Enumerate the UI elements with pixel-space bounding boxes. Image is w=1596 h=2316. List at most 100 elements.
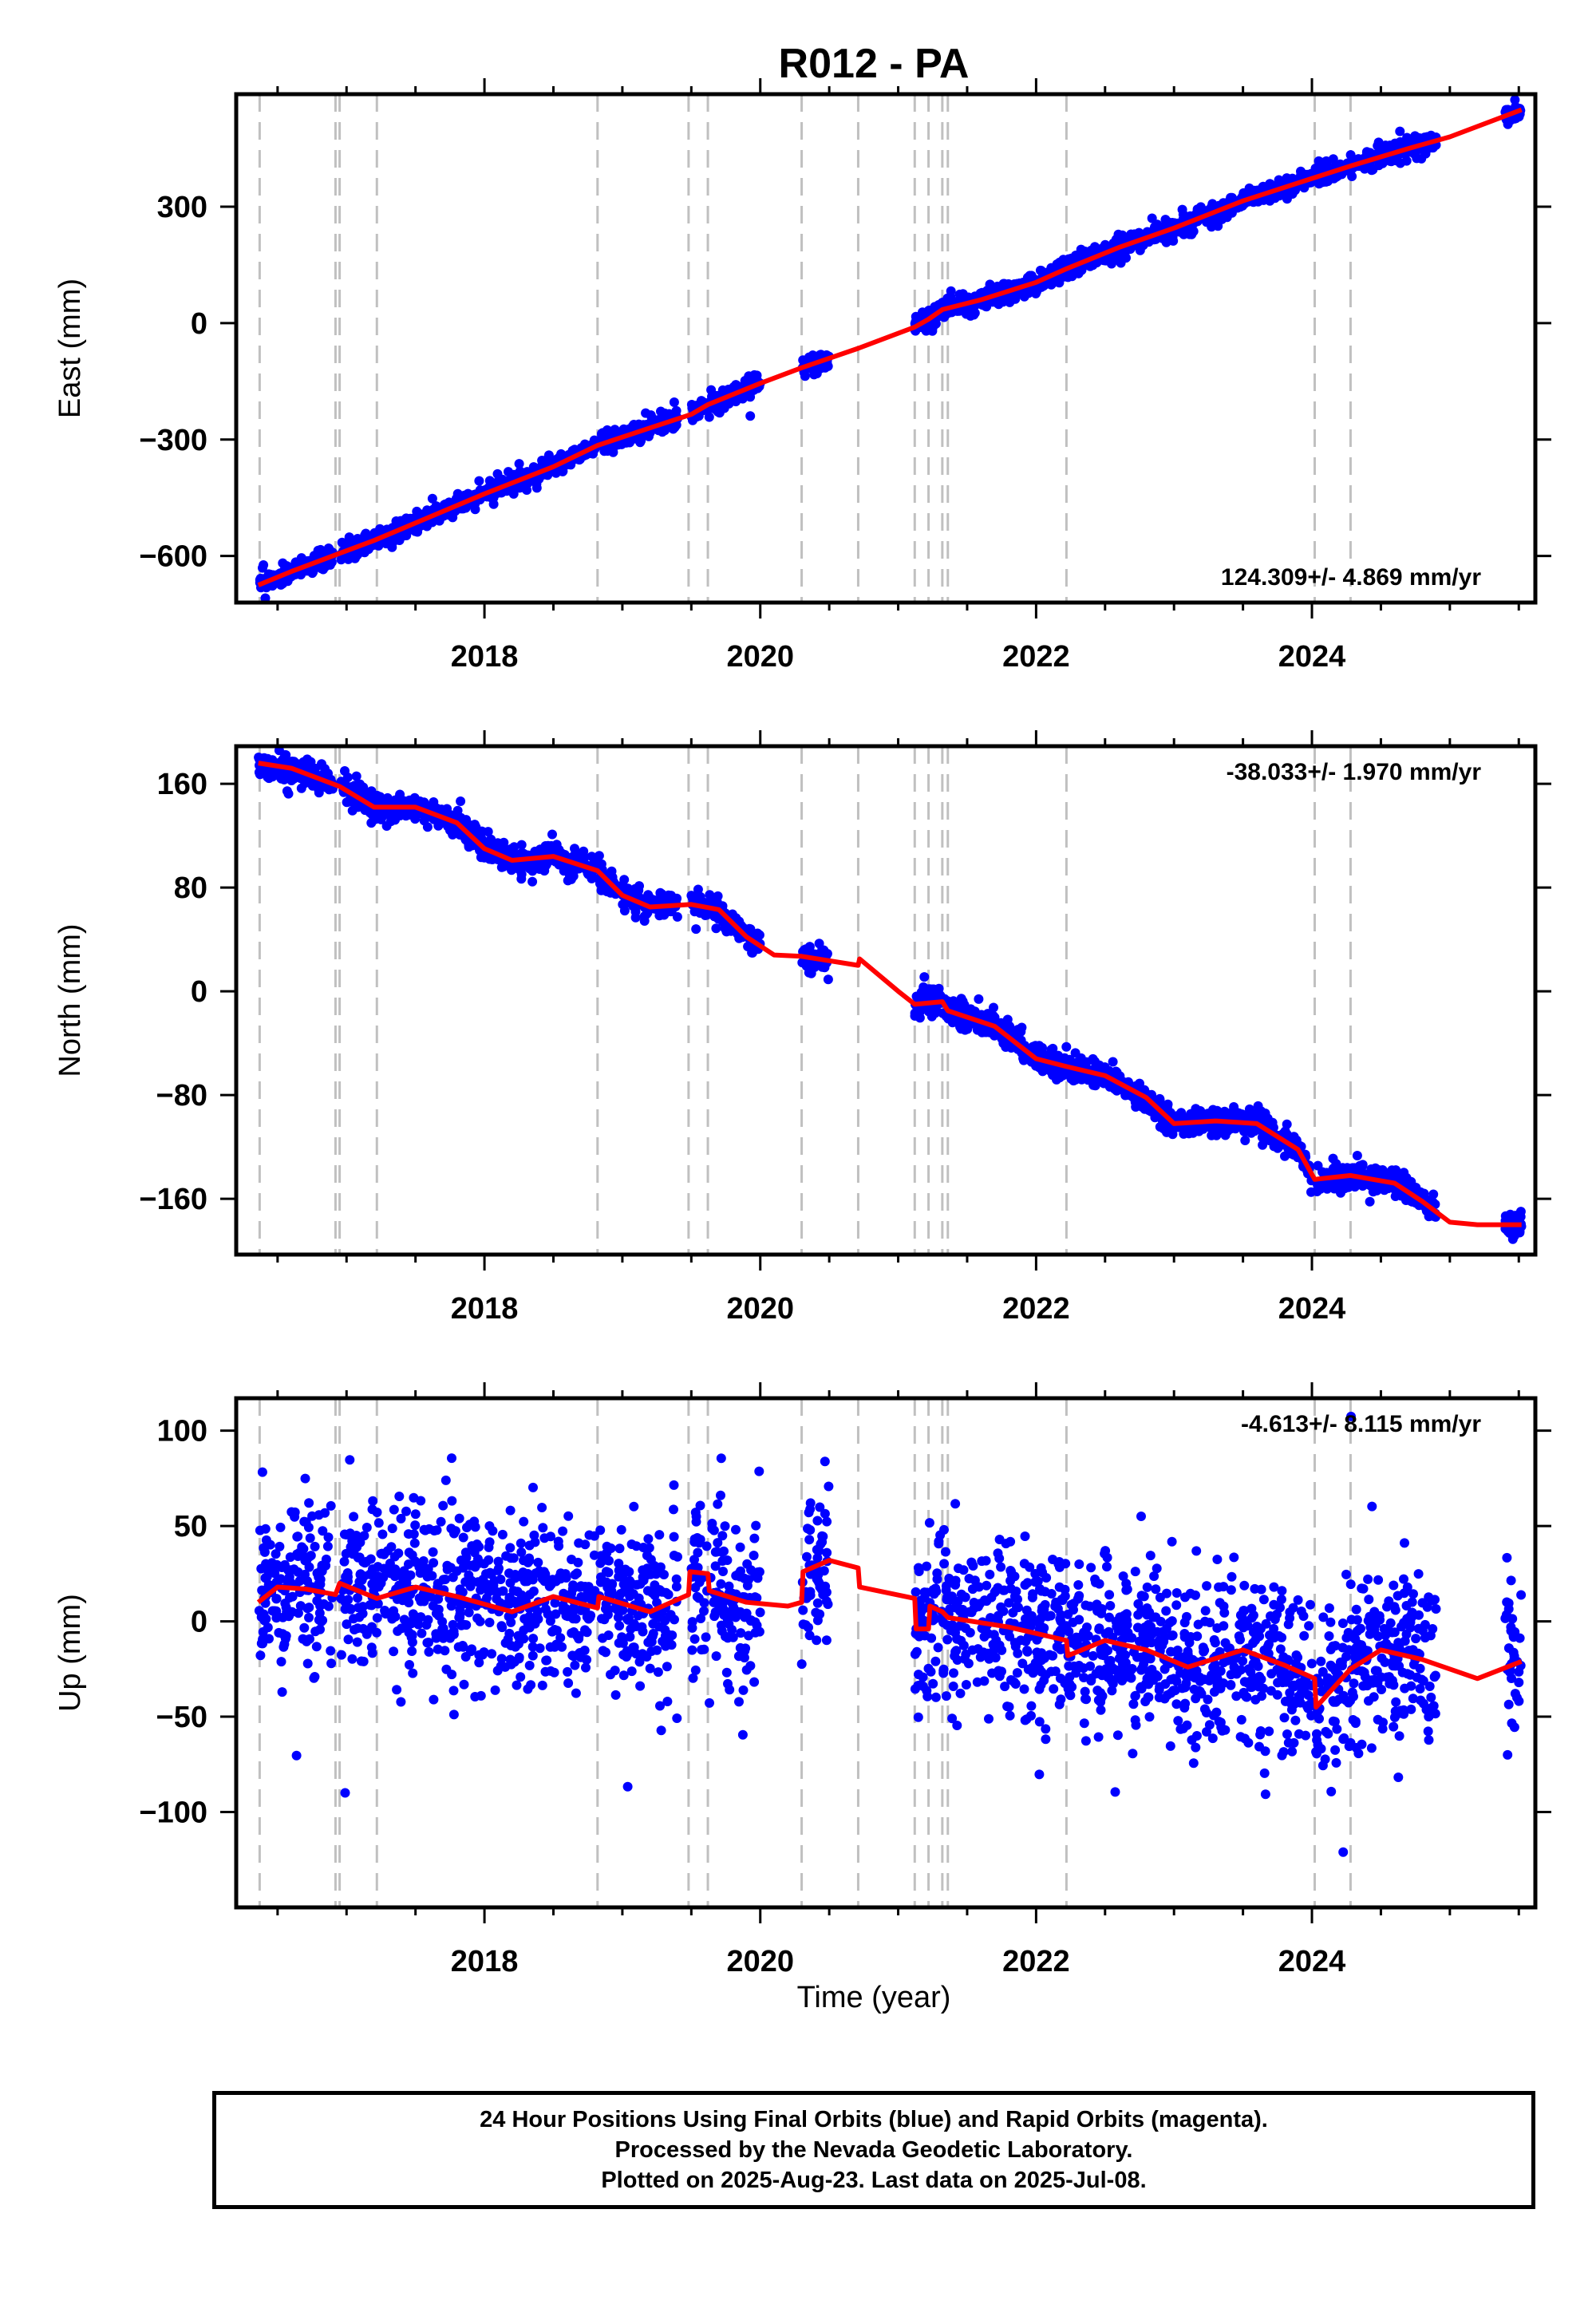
up-data-point <box>318 1526 328 1536</box>
up-data-point <box>291 1750 302 1761</box>
north-data-point <box>1273 1143 1283 1153</box>
north-data-point <box>665 894 675 904</box>
up-data-point <box>353 1593 363 1603</box>
up-data-point <box>345 1455 355 1465</box>
north-data-point <box>1365 1196 1375 1207</box>
up-data-point <box>346 1542 356 1552</box>
east-data-point <box>1054 278 1065 288</box>
north-data-point <box>934 983 944 994</box>
east-data-point <box>258 563 267 573</box>
north-data-point <box>268 767 279 777</box>
east-panel: 2018 2020 2022 2024 −600 −300 0 300 East (mm) 124… <box>53 78 1551 674</box>
up-data-point <box>523 1684 533 1694</box>
east-y-axis-label: East (mm) <box>53 279 87 418</box>
east-y-tick-label: 0 <box>191 307 207 341</box>
north-data-point <box>384 808 394 818</box>
north-y-tick-label: 0 <box>191 975 207 1009</box>
up-data-point <box>286 1507 297 1517</box>
east-data-point <box>941 310 951 319</box>
north-data-point <box>926 1011 937 1022</box>
north-data-point <box>1037 1042 1047 1053</box>
up-data-point <box>267 1558 277 1568</box>
up-data-point <box>528 1482 538 1492</box>
north-data-point <box>360 805 370 816</box>
north-data-point <box>282 786 292 796</box>
up-data-point <box>341 1548 351 1559</box>
up-data-point <box>285 1592 294 1603</box>
north-data-point <box>1345 1181 1356 1192</box>
east-x-tick-label: 2022 <box>1002 640 1070 674</box>
east-x-axis: 2018 2020 2022 2024 <box>276 78 1520 674</box>
up-data-point <box>339 1529 350 1539</box>
north-data-point <box>1505 1209 1515 1219</box>
north-data-point <box>672 911 682 922</box>
up-data-point <box>276 1657 286 1667</box>
up-data-point <box>377 1529 388 1539</box>
up-data-point <box>336 1594 346 1604</box>
east-y-axis: −600 −300 0 300 East (mm) <box>53 191 1551 574</box>
north-data-point <box>516 874 527 884</box>
east-data-point <box>531 483 542 493</box>
up-data-point <box>326 1500 336 1511</box>
up-data-point <box>512 1680 522 1690</box>
up-data-point <box>318 1599 329 1609</box>
north-data-point <box>456 796 466 806</box>
up-data-point <box>263 1565 273 1575</box>
up-data-point <box>323 1532 334 1543</box>
up-data-point <box>376 1548 386 1559</box>
north-data-point <box>1399 1168 1409 1178</box>
up-data-point <box>314 1614 324 1625</box>
east-data-point <box>1167 231 1178 242</box>
east-data-point <box>1106 259 1116 269</box>
north-data-point <box>659 910 670 920</box>
up-data-point <box>299 1622 310 1633</box>
up-data-point <box>447 1496 457 1506</box>
up-data-point <box>271 1594 282 1604</box>
north-data-point <box>911 991 922 1002</box>
east-data-point <box>1135 245 1145 255</box>
north-data-point <box>1061 1041 1072 1052</box>
north-data-point <box>1357 1180 1368 1190</box>
east-y-tick-label: −600 <box>139 540 207 574</box>
north-data-point <box>705 890 715 900</box>
east-data-point <box>1099 255 1109 265</box>
up-data-point <box>359 1531 369 1541</box>
north-data-point <box>1231 1109 1241 1120</box>
north-data-point <box>1246 1128 1256 1138</box>
north-data-point <box>546 840 556 851</box>
up-data-point <box>280 1634 290 1644</box>
up-data-point <box>350 1625 359 1634</box>
north-data-point <box>1289 1150 1299 1160</box>
east-data-point <box>387 542 397 552</box>
east-data-point <box>1184 229 1195 239</box>
east-data-point <box>260 593 271 603</box>
north-data-point <box>1112 1067 1122 1077</box>
east-data-point <box>1319 160 1329 170</box>
up-data-point <box>315 1579 326 1590</box>
east-data-point <box>1365 162 1376 172</box>
up-data-point <box>295 1601 306 1611</box>
up-data-point <box>368 1496 378 1506</box>
north-data-point <box>1002 1014 1013 1025</box>
up-data-point <box>336 1650 346 1660</box>
east-y-tick-label: 300 <box>157 191 207 224</box>
north-y-tick-label: −80 <box>156 1079 207 1113</box>
east-data-point <box>1395 126 1405 136</box>
north-data-point <box>347 805 358 816</box>
north-data-point <box>556 848 567 859</box>
east-y-tick-label: −300 <box>139 424 207 457</box>
up-data-point <box>275 1541 285 1551</box>
east-data-point <box>514 459 524 469</box>
north-data-point <box>370 814 381 824</box>
up-data-point <box>372 1613 382 1623</box>
north-data-point <box>340 766 350 776</box>
east-rate-label: 124.309+/- 4.869 mm/yr <box>1221 564 1481 591</box>
north-data-point <box>1312 1185 1322 1196</box>
east-data-point <box>451 493 461 504</box>
east-data-point <box>1031 288 1041 298</box>
up-data-point <box>340 1788 350 1798</box>
north-data-point <box>1155 1095 1165 1105</box>
